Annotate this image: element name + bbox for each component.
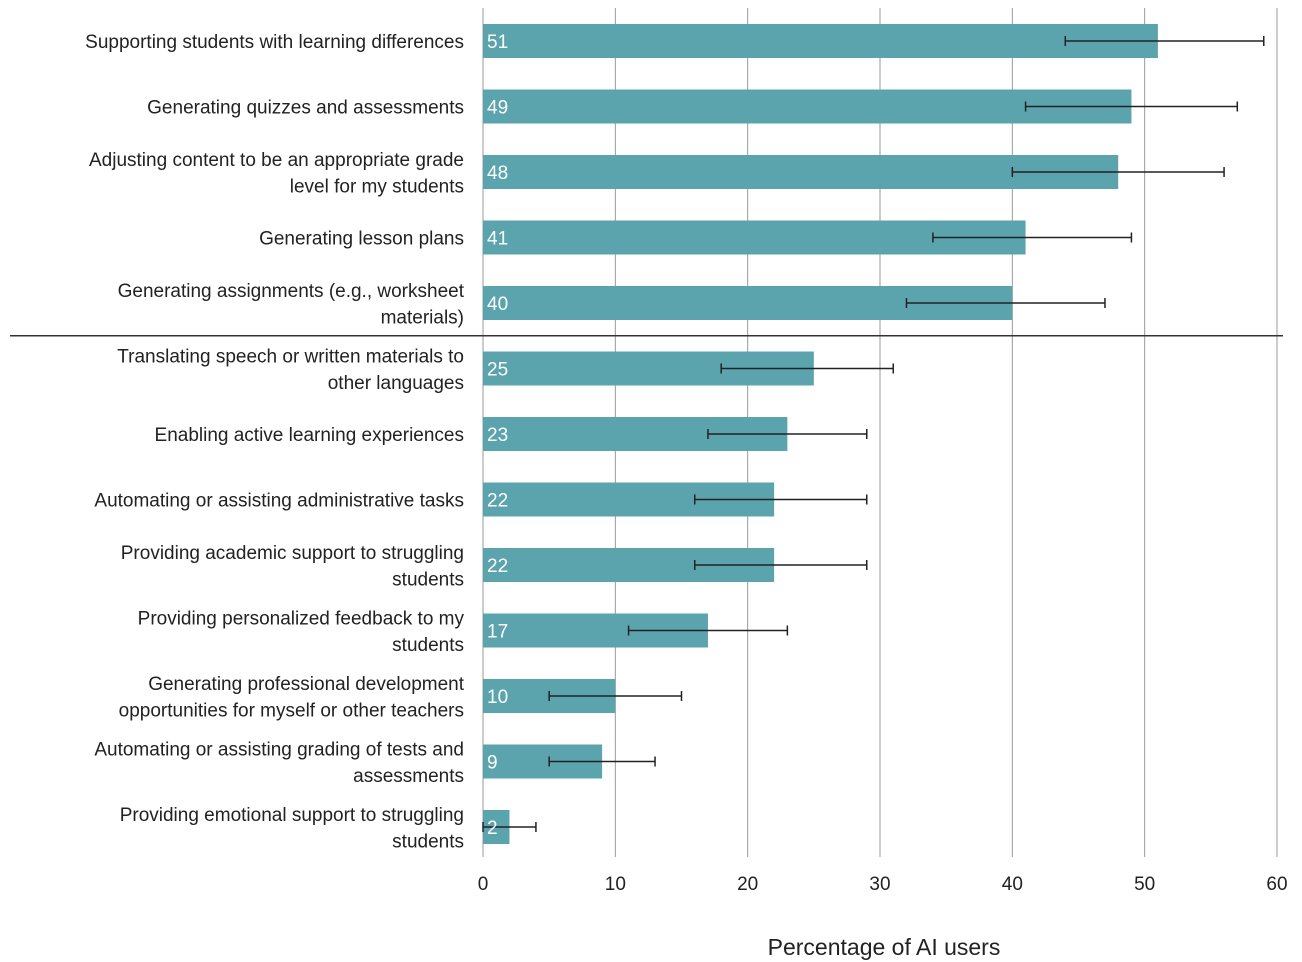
x-tick-label: 0	[478, 874, 489, 895]
tick-layer: 0 10 20 30 40 50 60	[478, 874, 1288, 895]
bar-value-label: 10	[487, 687, 508, 708]
bar-value-label: 17	[487, 622, 508, 643]
x-tick-label: 30	[869, 874, 890, 895]
bar-value-label: 2	[487, 818, 498, 839]
label-layer: 51 Supporting students with learning diff…	[85, 32, 508, 852]
x-tick-label: 60	[1266, 874, 1287, 895]
error-layer	[482, 36, 1265, 832]
category-label: Providing emotional support to strugglin…	[120, 805, 464, 826]
x-tick-label: 50	[1134, 874, 1155, 895]
bar-value-label: 9	[487, 753, 498, 774]
bar-value-label: 48	[487, 163, 508, 184]
bar-value-label: 49	[487, 98, 508, 119]
x-tick-label: 40	[1002, 874, 1023, 895]
category-label: Generating quizzes and assessments	[147, 98, 464, 119]
category-label: students	[392, 831, 464, 852]
category-label: Enabling active learning experiences	[155, 425, 464, 446]
x-tick-label: 10	[605, 874, 626, 895]
category-label: Automating or assisting grading of tests…	[94, 739, 464, 760]
category-label: Providing personalized feedback to my	[138, 608, 465, 629]
category-label: opportunities for myself or other teache…	[119, 700, 464, 721]
category-label: Generating professional development	[148, 674, 465, 695]
x-axis-title: Percentage of AI users	[768, 934, 1001, 960]
category-label: other languages	[328, 373, 464, 394]
bar-value-label: 22	[487, 556, 508, 577]
bar-value-label: 25	[487, 360, 508, 381]
category-label: students	[392, 569, 464, 590]
category-label: Supporting students with learning differ…	[85, 32, 464, 53]
category-label: Generating assignments (e.g., worksheet	[118, 281, 465, 302]
category-label: Providing academic support to struggling	[121, 543, 464, 564]
category-label: materials)	[381, 307, 464, 328]
bar-value-label: 23	[487, 425, 508, 446]
bar	[483, 89, 1132, 124]
category-label: Adjusting content to be an appropriate g…	[89, 150, 464, 171]
bar-value-label: 41	[487, 229, 508, 250]
bar-value-label: 51	[487, 32, 508, 53]
category-label: Automating or assisting administrative t…	[94, 491, 464, 512]
category-label: Generating lesson plans	[259, 229, 464, 250]
bar	[483, 24, 1158, 58]
x-tick-label: 20	[737, 874, 758, 895]
bar-value-label: 40	[487, 294, 508, 315]
category-label: Translating speech or written materials …	[117, 346, 464, 367]
category-label: level for my students	[290, 176, 464, 197]
category-label: assessments	[353, 766, 464, 787]
category-label: students	[392, 635, 464, 656]
bar-value-label: 22	[487, 491, 508, 512]
